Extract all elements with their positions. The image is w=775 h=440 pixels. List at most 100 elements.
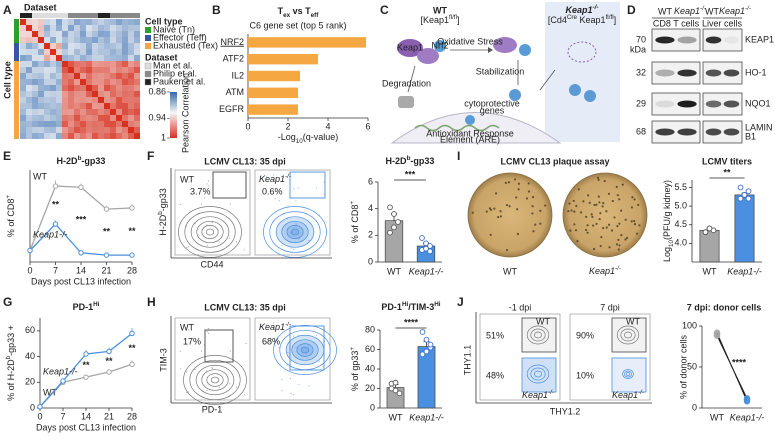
heatmap-cell (110, 43, 116, 49)
blot-box (702, 61, 743, 85)
panel-label: A (3, 3, 12, 17)
plate-label: WT (503, 266, 517, 276)
heatmap-cell (80, 31, 86, 37)
flow-axis-label: PD-1 (202, 404, 223, 414)
heatmap-cell (32, 31, 38, 37)
nrf2 (519, 44, 531, 56)
data-point (388, 385, 395, 392)
heatmap-cell (122, 103, 128, 109)
heatmap-cell (68, 37, 74, 43)
panel-label: G (3, 295, 12, 309)
data-point (392, 379, 399, 386)
genotype: Keap1-/- (566, 4, 599, 15)
heatmap-cell (44, 43, 50, 49)
bar (248, 53, 318, 65)
y-axis-label-part: Log (662, 247, 672, 262)
y-tick-label: IL2 (231, 70, 244, 80)
x-tick-label: 2 (285, 121, 290, 131)
heatmap-cell (26, 19, 32, 25)
chart-title: LCMV titers (702, 156, 752, 166)
plaque (574, 229, 578, 232)
heatmap-cell (116, 79, 122, 85)
heatmap-cell (122, 79, 128, 85)
chart-title: H-2Db-gp33 (57, 155, 106, 166)
heatmap-cell (26, 67, 32, 73)
heatmap-cell (110, 37, 116, 43)
heatmap-cell (122, 115, 128, 121)
y-tick-label: 0 (368, 256, 373, 266)
chart-title-part: PD-1 (73, 302, 94, 312)
heatmap-cell (134, 115, 140, 121)
panel-label: I (457, 149, 460, 163)
plaque (584, 228, 588, 232)
flow-event (262, 325, 264, 327)
flow-event (218, 386, 220, 388)
heatmap-cell (44, 19, 50, 25)
heatmap-cell (86, 31, 92, 37)
heatmap-cell (98, 79, 104, 85)
y-axis-label-part: % of CD8 (6, 199, 16, 238)
heatmap-cell (122, 43, 128, 49)
heatmap-cell (68, 115, 74, 121)
blot-band (677, 128, 697, 136)
heatmap-cell (134, 43, 140, 49)
lane-label-part: -/- (700, 5, 706, 12)
heatmap-cell (92, 49, 98, 55)
chart-title-part: Hi (402, 301, 409, 308)
y-axis-label: % of donor cells (678, 334, 688, 399)
lane-label: Keap1-/- (719, 5, 751, 16)
chart-title-part: -gp33 (410, 156, 434, 166)
data-point (83, 374, 89, 380)
heatmap-cell (98, 67, 104, 73)
cell-type-strip (14, 115, 19, 121)
heatmap-cell (110, 25, 116, 31)
heatmap-cell (86, 55, 92, 61)
heatmap-cell (20, 31, 26, 37)
heatmap-cell (92, 85, 98, 91)
blot-band (655, 69, 675, 77)
plaque (624, 238, 627, 241)
heatmap-cell (74, 109, 80, 115)
dataset-strip (44, 13, 50, 18)
flow-event (207, 328, 209, 330)
lane-label: WT (705, 6, 719, 16)
heatmap-cell (134, 61, 140, 67)
y-tick-label: 20 (25, 377, 35, 387)
x-tick-label: 14 (81, 411, 91, 421)
heatmap-cell (68, 61, 74, 67)
heatmap-cell (92, 109, 98, 115)
gate-percent: 51% (486, 330, 504, 340)
y-tick-label: 40 (365, 363, 375, 373)
heatmap-cell (68, 127, 74, 133)
heatmap-cell (74, 31, 80, 37)
y-tick-label: 50 (687, 361, 697, 371)
legend-swatch (144, 62, 152, 70)
heatmap-cell (50, 19, 56, 25)
heatmap-cell (50, 73, 56, 79)
dataset-strip (56, 13, 62, 18)
flow-contour (534, 370, 542, 378)
arrow (407, 65, 416, 93)
bar (248, 37, 366, 48)
data-point (60, 378, 66, 384)
heatmap-cell (44, 49, 50, 55)
heatmap-cell (86, 85, 92, 91)
heatmap-cell (116, 43, 122, 49)
heatmap-cell (122, 61, 128, 67)
flow-event (185, 371, 188, 373)
heatmap-cell (50, 61, 56, 67)
chart-title-part: T (278, 6, 284, 16)
heatmap-cell (20, 133, 26, 139)
legend-entry: Exhausted (Tex) (153, 40, 218, 50)
y-axis-label-part: 10 (668, 240, 675, 248)
blot-header: Liver cells (702, 18, 743, 28)
data-point (737, 195, 744, 202)
flow-event (243, 249, 245, 251)
heatmap-cell (26, 49, 32, 55)
data-point (78, 250, 84, 256)
heatmap-cell (44, 67, 50, 73)
heatmap-cell (116, 115, 122, 121)
heatmap-cell (62, 67, 68, 73)
heatmap-cell (98, 115, 104, 121)
heatmap-cell (50, 49, 56, 55)
